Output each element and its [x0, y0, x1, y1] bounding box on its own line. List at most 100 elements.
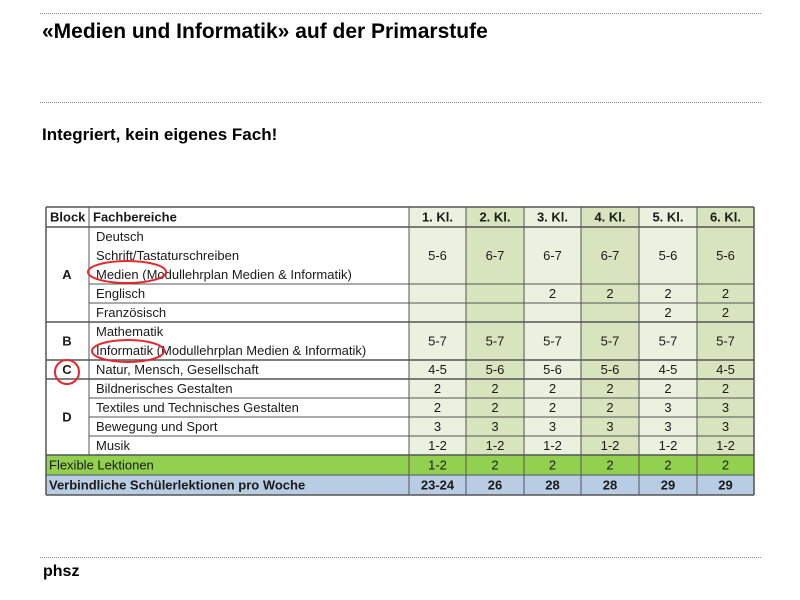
lesson-value: 2	[606, 400, 613, 415]
lesson-value: 6-7	[543, 248, 562, 263]
lesson-value: 5-7	[543, 334, 562, 349]
subject-label: Musik	[96, 438, 130, 453]
total-value: 23-24	[421, 478, 455, 493]
lesson-value: 5-7	[601, 334, 620, 349]
header-cell: 1. Kl.	[422, 210, 453, 225]
block-c-highlight-circle	[54, 359, 80, 385]
lesson-value: 2	[434, 400, 441, 415]
lesson-value: 6-7	[601, 248, 620, 263]
block-label: C	[62, 362, 72, 377]
lesson-value: 5-6	[659, 248, 678, 263]
lesson-value: 5-7	[486, 334, 505, 349]
subject-label: Mathematik	[96, 324, 164, 339]
subject-label: Bewegung und Sport	[96, 419, 218, 434]
grade-column-shade	[581, 207, 639, 455]
flexible-value: 2	[606, 458, 613, 473]
flexible-value: 1-2	[428, 458, 447, 473]
lesson-value: 1-2	[428, 438, 447, 453]
lesson-value: 5-7	[716, 334, 735, 349]
lesson-value: 1-2	[543, 438, 562, 453]
lesson-value: 3	[664, 400, 671, 415]
total-value: 26	[488, 478, 502, 493]
total-row-bg	[46, 475, 754, 495]
lesson-value: 4-5	[659, 362, 678, 377]
header-cell: Block	[50, 210, 86, 225]
medien-highlight-circle	[87, 260, 167, 284]
lesson-value: 5-6	[428, 248, 447, 263]
block-label: B	[62, 334, 71, 349]
lesson-value: 5-6	[601, 362, 620, 377]
lesson-value: 2	[434, 381, 441, 396]
grade-column-shade	[466, 207, 524, 455]
lesson-value: 3	[664, 419, 671, 434]
lesson-value: 5-6	[716, 248, 735, 263]
total-label: Verbindliche Schülerlektionen pro Woche	[49, 478, 305, 493]
lesson-value: 2	[606, 286, 613, 301]
block-label: D	[62, 410, 71, 425]
subject-label: Deutsch	[96, 229, 144, 244]
flexible-value: 2	[722, 458, 729, 473]
phsz-logo: phsz	[43, 563, 80, 580]
title-rule	[40, 102, 761, 103]
slide-title: «Medien und Informatik» auf der Primarst…	[42, 20, 488, 43]
grade-column-shade	[524, 207, 581, 455]
lesson-value: 2	[491, 400, 498, 415]
header-cell: 6. Kl.	[710, 210, 741, 225]
footer-rule	[40, 557, 761, 558]
subject-label: Englisch	[96, 286, 145, 301]
header-cell: 3. Kl.	[537, 210, 568, 225]
total-value: 29	[718, 478, 732, 493]
subject-label: Textiles und Technisches Gestalten	[96, 400, 299, 415]
header-cell: 4. Kl.	[594, 210, 625, 225]
header-cell: 2. Kl.	[479, 210, 510, 225]
header-cell: Fachbereiche	[93, 210, 177, 225]
lesson-value: 2	[549, 381, 556, 396]
lesson-value: 2	[491, 381, 498, 396]
header-cell: 5. Kl.	[652, 210, 683, 225]
lesson-value: 1-2	[659, 438, 678, 453]
lesson-value: 1-2	[716, 438, 735, 453]
lesson-value: 2	[664, 381, 671, 396]
lesson-value: 1-2	[486, 438, 505, 453]
lesson-value: 2	[549, 400, 556, 415]
subject-label: Französisch	[96, 305, 166, 320]
lesson-value: 4-5	[428, 362, 447, 377]
lesson-value: 3	[722, 400, 729, 415]
lesson-value: 5-7	[659, 334, 678, 349]
total-value: 29	[661, 478, 675, 493]
lesson-value: 5-6	[486, 362, 505, 377]
lesson-value: 3	[491, 419, 498, 434]
subject-label: Natur, Mensch, Gesellschaft	[96, 362, 259, 377]
lesson-value: 2	[549, 286, 556, 301]
informatik-highlight-circle	[91, 339, 165, 363]
flexible-value: 2	[549, 458, 556, 473]
total-value: 28	[603, 478, 617, 493]
subject-label: Schrift/Tastaturschreiben	[96, 248, 239, 263]
flexible-label: Flexible Lektionen	[49, 458, 154, 473]
lesson-value: 2	[664, 286, 671, 301]
lesson-value: 3	[549, 419, 556, 434]
subject-label: Medien (Modullehrplan Medien & Informati…	[96, 267, 352, 282]
lesson-value: 3	[434, 419, 441, 434]
lesson-value: 4-5	[716, 362, 735, 377]
grade-column-shade	[639, 207, 697, 455]
lesson-value: 2	[722, 381, 729, 396]
grade-column-shade	[409, 207, 466, 455]
flexible-row-bg	[46, 455, 754, 475]
grade-column-shade	[697, 207, 754, 455]
flexible-value: 2	[664, 458, 671, 473]
subject-label: Bildnerisches Gestalten	[96, 381, 233, 396]
total-value: 28	[545, 478, 559, 493]
lesson-value: 3	[606, 419, 613, 434]
subject-label: Informatik (Modullehrplan Medien & Infor…	[96, 343, 366, 358]
lesson-value: 2	[606, 381, 613, 396]
top-rule	[40, 13, 761, 14]
block-label: A	[62, 267, 72, 282]
lesson-value: 1-2	[601, 438, 620, 453]
lesson-value: 5-6	[543, 362, 562, 377]
lesson-value: 2	[664, 305, 671, 320]
slide-subtitle: Integriert, kein eigenes Fach!	[42, 125, 278, 144]
flexible-value: 2	[491, 458, 498, 473]
lesson-value: 2	[722, 286, 729, 301]
